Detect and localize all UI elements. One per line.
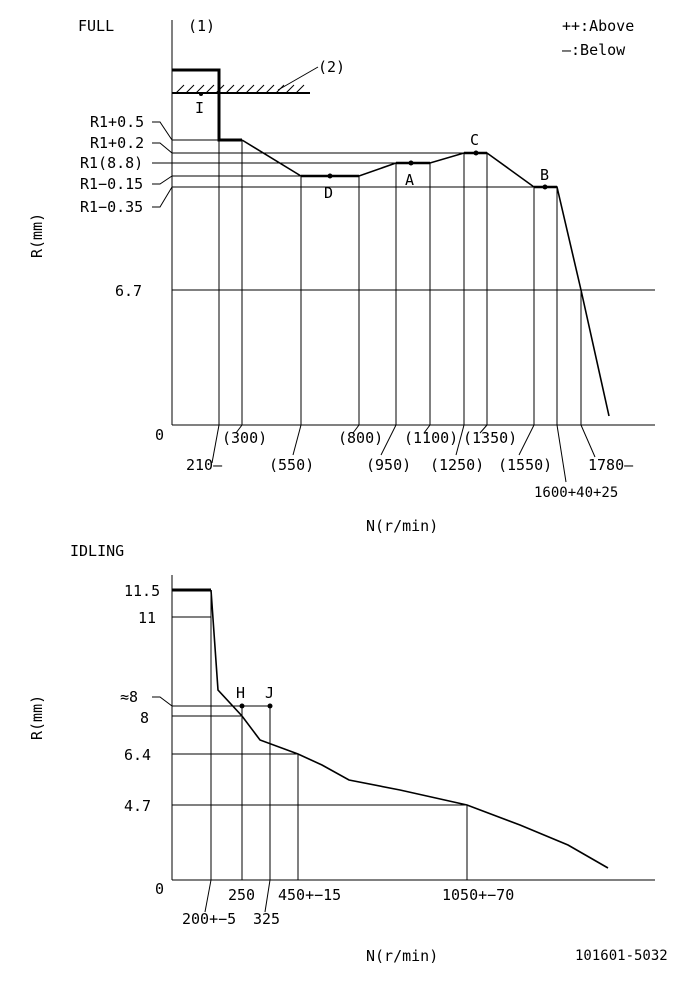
point-b-marker <box>542 184 548 190</box>
idling-x-leaders <box>204 879 271 913</box>
x-label-450: 450+−15 <box>278 886 341 904</box>
drawing-code: 101601-5032 <box>575 948 668 964</box>
x-label-200: 200+−5 <box>182 910 236 928</box>
full-curve <box>241 139 610 417</box>
point-d-marker <box>327 173 333 179</box>
y-label-r1: R1(8.8) <box>80 154 143 172</box>
y-label-67: 6.7 <box>115 282 142 300</box>
x-label-250: 250 <box>228 886 255 904</box>
x-label-1550: (1550) <box>498 456 552 474</box>
idling-zero: 0 <box>155 880 164 898</box>
y-label-r1p02: R1+0.2 <box>90 134 144 152</box>
note-2-label: (2) <box>318 58 345 76</box>
point-c-label: C <box>470 131 479 149</box>
point-a-marker <box>408 160 414 166</box>
legend-below: —:Below <box>562 41 626 59</box>
point-j-marker <box>267 703 273 709</box>
idling-xlabel: N(r/min) <box>366 947 438 965</box>
full-x-leaders <box>211 424 596 483</box>
y-label-r1m035: R1−0.35 <box>80 198 143 216</box>
x-label-210: 210— <box>186 456 223 474</box>
leader-r1p02 <box>152 142 173 154</box>
x-label-1600: 1600+40+25 <box>534 485 618 501</box>
full-zero: 0 <box>155 426 164 444</box>
x-label-1780: 1780— <box>588 456 634 474</box>
y-label-11: 11 <box>138 609 156 627</box>
note-1-label: (1) <box>188 17 215 35</box>
x-label-1250: (1250) <box>430 456 484 474</box>
point-d-label: D <box>324 184 333 202</box>
y-label-r1p05: R1+0.5 <box>90 113 144 131</box>
x-label-950: (950) <box>366 456 411 474</box>
x-label-300: (300) <box>222 429 267 447</box>
point-h-label: H <box>236 684 245 702</box>
point-b-label: B <box>540 166 549 184</box>
x-label-325: 325 <box>253 910 280 928</box>
leader-r1p05 <box>152 121 173 141</box>
idling-title: IDLING <box>70 542 124 560</box>
idling-drop-lines <box>210 590 468 880</box>
idling-ylabel: R(mm) <box>28 695 46 740</box>
x-label-1350: (1350) <box>463 429 517 447</box>
y-label-r1m015: R1−0.15 <box>80 175 143 193</box>
mark-i: I <box>195 99 204 117</box>
x-label-1050: 1050+−70 <box>442 886 514 904</box>
y-label-approx8: ≈8 <box>120 688 138 706</box>
full-xlabel: N(r/min) <box>366 517 438 535</box>
idling-curve <box>210 589 609 869</box>
full-title: FULL <box>78 17 114 35</box>
x-label-800: (800) <box>338 429 383 447</box>
leader-r1m035 <box>152 186 173 208</box>
point-a-label: A <box>405 171 414 189</box>
leader-approx8 <box>152 696 173 707</box>
y-label-64: 6.4 <box>124 746 151 764</box>
point-h-marker <box>239 703 245 709</box>
y-label-8: 8 <box>140 709 149 727</box>
x-label-1100: (1100) <box>404 429 458 447</box>
note-2-leader <box>277 66 319 91</box>
leader-r1m015 <box>152 175 173 185</box>
full-drop-lines <box>218 140 582 425</box>
y-label-115: 11.5 <box>124 582 160 600</box>
full-start-curve <box>172 68 242 142</box>
point-c-marker <box>473 150 479 156</box>
legend-above: ++:Above <box>562 17 634 35</box>
idling-chart: IDLING 11.5 11 ≈8 8 6.4 4.7 0 R(mm) <box>28 542 655 965</box>
full-chart: FULL (1) ++:Above —:Below (2) I R1+0.5 R… <box>28 17 655 535</box>
y-label-47: 4.7 <box>124 797 151 815</box>
x-label-550: (550) <box>269 456 314 474</box>
point-j-label: J <box>265 684 274 702</box>
full-ylabel: R(mm) <box>28 213 46 258</box>
